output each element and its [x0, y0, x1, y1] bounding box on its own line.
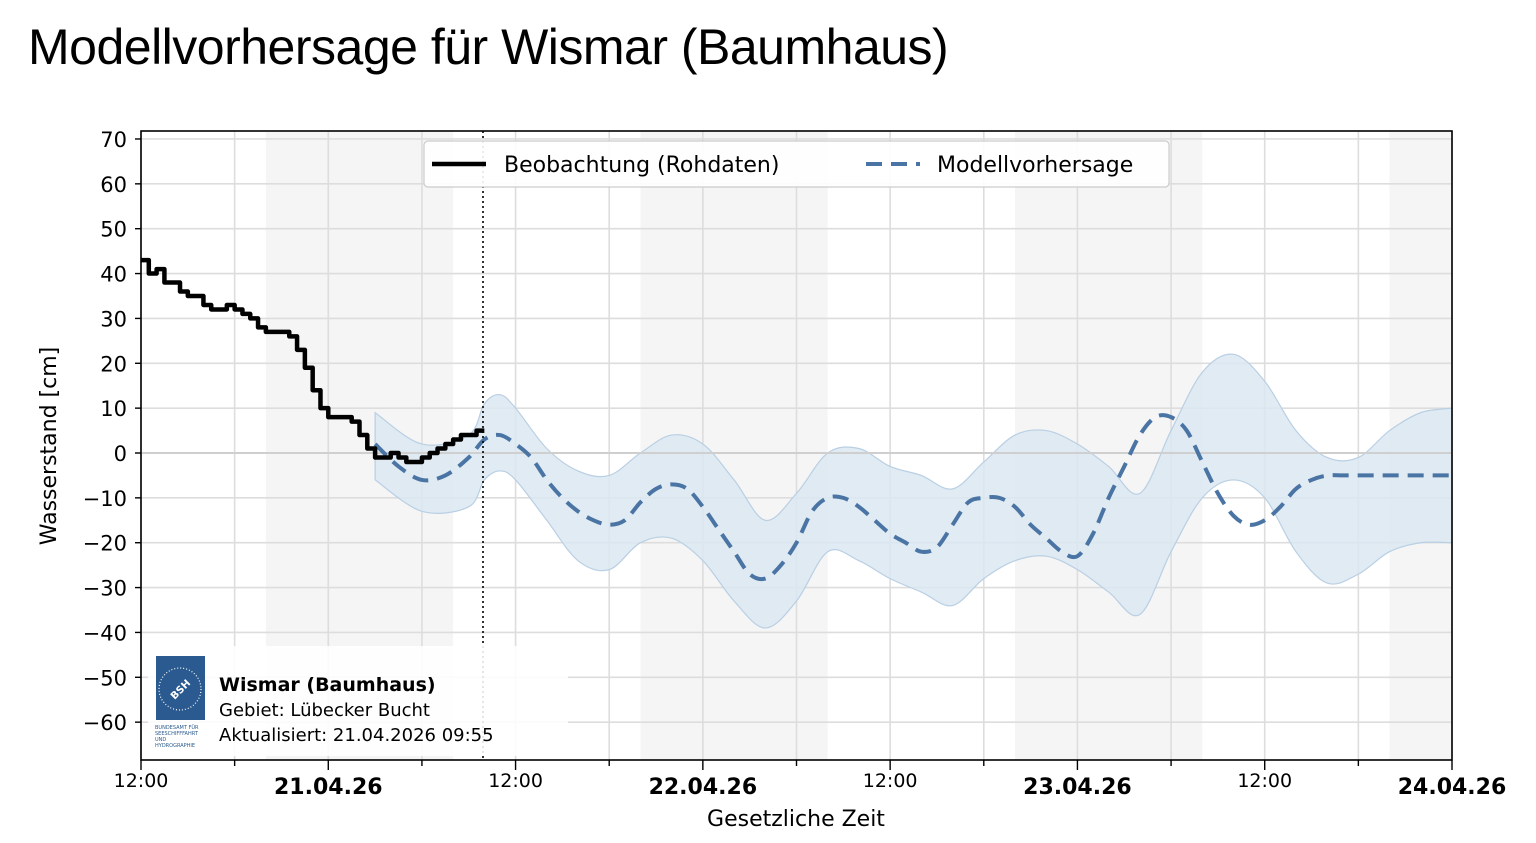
y-tick-label: −10 [83, 487, 127, 511]
y-tick-label: −60 [83, 711, 127, 735]
bsh-logo-line-1: BUNDESAMT FÜR [155, 724, 199, 731]
x-tick-label: 23.04.26 [1023, 775, 1132, 800]
legend-forecast-label: Modellvorhersage [937, 153, 1133, 178]
y-tick-label: −40 [83, 621, 127, 645]
forecast-line [373, 413, 1452, 582]
station-area: Gebiet: Lübecker Bucht [219, 700, 430, 721]
y-tick-label: 60 [100, 173, 127, 197]
y-tick-label: 70 [100, 128, 127, 152]
station-name: Wismar (Baumhaus) [219, 674, 436, 696]
y-tick-label: 20 [100, 352, 127, 376]
x-axis-ticks: 12:00 21.04.26 12:00 22.04.26 12:00 23.04.26 1… [114, 760, 1507, 800]
legend-observation-label: Beobachtung (Rohdaten) [504, 153, 779, 178]
x-tick-label: 21.04.26 [274, 775, 383, 800]
legend: Beobachtung (Rohdaten) Modellvorhersage [423, 140, 1170, 188]
x-tick-label: 12:00 [488, 770, 543, 792]
y-tick-label: −30 [83, 577, 127, 601]
observation-line [141, 257, 485, 465]
x-axis-label: Gesetzliche Zeit [707, 807, 885, 832]
y-tick-label: 30 [100, 307, 127, 331]
x-tick-label: 22.04.26 [649, 775, 758, 800]
x-tick-label: 12:00 [114, 770, 169, 792]
x-tick-label: 24.04.26 [1398, 775, 1507, 800]
y-tick-label: 40 [100, 263, 127, 287]
x-tick-label: 12:00 [1237, 770, 1292, 792]
y-tick-label: 50 [100, 218, 127, 242]
y-tick-label: −50 [83, 666, 127, 690]
y-axis-ticks: 70 60 50 40 30 20 10 0 −10 −20 −30 −40 −50 −60 [83, 128, 141, 735]
bsh-logo-line-2: SEESCHIFFFAHRT [155, 731, 199, 737]
updated-timestamp: Aktualisiert: 21.04.2026 09:55 [219, 725, 494, 746]
bsh-logo-line-3: UND [155, 737, 166, 743]
y-axis-label: Wasserstand [cm] [37, 347, 62, 546]
y-tick-label: −20 [83, 532, 127, 556]
bsh-logo-line-4: HYDROGRAPHIE [155, 743, 195, 749]
y-tick-label: 0 [114, 442, 127, 466]
x-tick-label: 12:00 [863, 770, 918, 792]
bsh-logo: BSH BUNDESAMT FÜR SEESCHIFFFAHRT UND HYD… [155, 656, 205, 749]
page-title: Modellvorhersage für Wismar (Baumhaus) [28, 19, 949, 75]
station-info-box: BSH BUNDESAMT FÜR SEESCHIFFFAHRT UND HYD… [148, 646, 568, 756]
y-tick-label: 10 [100, 397, 127, 421]
